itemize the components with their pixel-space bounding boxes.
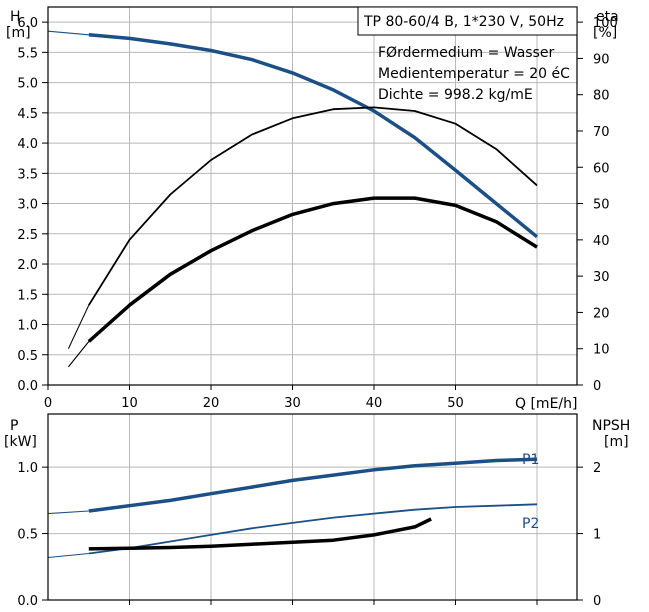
info-line-medium: FØrdermedium = Wasser: [378, 45, 554, 61]
x-tick-label: 30: [284, 396, 301, 411]
npsh-axis-symbol: NPSH: [592, 418, 630, 434]
left-axis-symbol: H: [10, 9, 21, 25]
efficiency-curve: [88, 106, 538, 306]
left-tick-label: 1.0: [17, 319, 38, 334]
left-tick-label: 0.0: [17, 594, 38, 609]
left-tick-label: 1.0: [17, 461, 38, 476]
efficiency-total-curve: [88, 517, 432, 551]
p2-curve-extension: [47, 552, 89, 559]
bottom-chart-grid: [48, 414, 577, 600]
right-tick-label: 60: [593, 161, 610, 176]
left-tick-label: 2.0: [17, 258, 38, 273]
info-box-title-frame: [357, 6, 578, 36]
power-axis-unit: [kW]: [4, 434, 37, 450]
right-axis-unit: [%]: [593, 25, 617, 41]
info-line-density: Dichte = 998.2 kg/mE: [378, 87, 533, 103]
bottom-chart-series: [47, 457, 538, 559]
left-tick-label: 5.0: [17, 77, 38, 92]
right-tick-label: 0: [593, 379, 601, 394]
p2-series-label: P2: [522, 516, 539, 532]
left-tick-label: 2.5: [17, 228, 38, 243]
right-tick-label: 1: [593, 528, 601, 543]
bottom-chart-frame: [47, 413, 578, 601]
x-tick-label: 50: [447, 396, 464, 411]
top-chart-series: [47, 30, 539, 368]
top-chart-ticks: 0.0 0.5 1.0 1.5 2.0 2.5 3.0 3.5 4.0 4.5 5.0 5.5 6.0 0…: [17, 16, 618, 411]
left-tick-label: 3.5: [17, 167, 38, 182]
left-tick-label: 0.0: [17, 379, 38, 394]
bottom-chart-ticks: 0.0 0.5 1.0 0 1 2: [17, 461, 601, 609]
right-tick-label: 30: [593, 270, 610, 285]
power-axis-symbol: P: [10, 418, 18, 434]
right-tick-label: 10: [593, 343, 610, 358]
left-tick-label: 1.5: [17, 288, 38, 303]
efficiency-curve-extension: [67, 304, 90, 349]
right-tick-label: 40: [593, 234, 610, 249]
info-line-temperature: Medientemperatur = 20 éC: [378, 66, 570, 82]
left-tick-label: 4.5: [17, 107, 38, 122]
left-tick-label: 0.5: [17, 528, 38, 543]
right-tick-label: 100: [593, 16, 618, 31]
p1-curve: [88, 457, 538, 513]
x-axis-label: Q [mE/h]: [515, 396, 577, 412]
p2-curve: [88, 503, 538, 555]
npsh-axis-unit: [m]: [604, 434, 629, 450]
efficiency-total-curve-extension: [67, 341, 90, 368]
x-tick-label: 20: [203, 396, 220, 411]
right-tick-label: 2: [593, 461, 601, 476]
head-curve-extension: [47, 30, 89, 36]
left-tick-label: 6.0: [17, 16, 38, 31]
info-box: TP 80-60/4 B, 1*230 V, 50Hz FØrdermedium…: [357, 6, 578, 103]
right-tick-label: 90: [593, 52, 610, 67]
right-tick-label: 50: [593, 198, 610, 213]
left-axis-unit: [m]: [6, 25, 31, 41]
left-tick-label: 3.0: [17, 198, 38, 213]
head-curve: [88, 33, 539, 239]
p1-series-label: P1: [522, 452, 539, 468]
right-tick-label: 80: [593, 89, 610, 104]
x-tick-label: 40: [366, 396, 383, 411]
x-tick-label: 10: [121, 396, 138, 411]
x-tick-label: 0: [44, 396, 52, 411]
left-tick-label: 4.0: [17, 137, 38, 152]
right-tick-label: 70: [593, 125, 610, 140]
left-tick-label: 0.5: [17, 349, 38, 364]
right-tick-label: 0: [593, 594, 601, 609]
efficiency-total-curve: [87, 196, 538, 343]
right-tick-label: 20: [593, 306, 610, 321]
p1-curve-extension: [47, 510, 89, 515]
top-chart-frame: [47, 6, 578, 386]
top-chart-grid: [48, 7, 577, 385]
right-axis-symbol: eta: [596, 9, 619, 25]
left-tick-label: 5.5: [17, 46, 38, 61]
info-box-title: TP 80-60/4 B, 1*230 V, 50Hz: [363, 14, 564, 30]
